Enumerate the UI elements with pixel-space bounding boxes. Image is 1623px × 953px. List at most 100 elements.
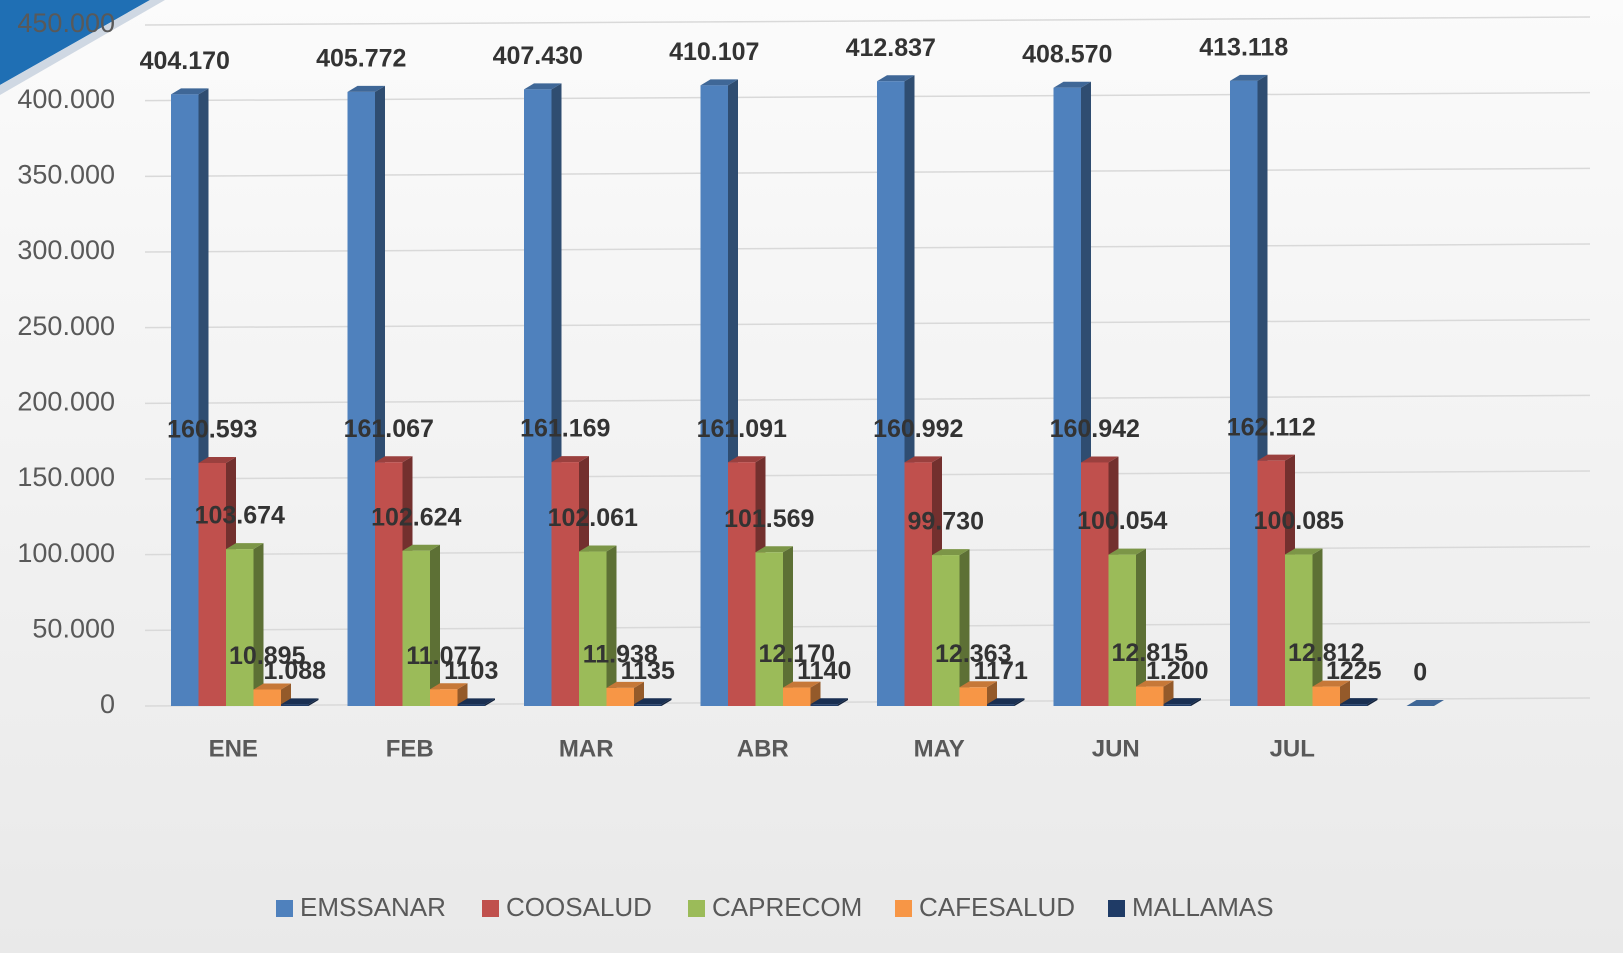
value-label: 413.118 (1199, 33, 1288, 61)
legend-label: COOSALUD (506, 892, 652, 922)
bar-top (375, 456, 413, 463)
bar (551, 462, 579, 706)
bar (171, 94, 199, 706)
value-label: 161.169 (520, 415, 610, 443)
value-label: 12.170 (759, 640, 835, 668)
bar (1257, 460, 1285, 706)
bar-top (1108, 548, 1146, 555)
value-label: 103.674 (195, 502, 285, 530)
bar-side (1163, 680, 1174, 706)
bar-top (1257, 454, 1295, 461)
bar-top (579, 545, 617, 552)
value-label: 160.992 (873, 415, 963, 443)
y-tick-label: 300.000 (17, 235, 115, 265)
bar-side (1136, 548, 1146, 706)
bar-top (877, 75, 915, 82)
bar (810, 704, 838, 706)
bar-top (904, 456, 942, 463)
bar (877, 81, 905, 707)
bar-top (606, 681, 644, 688)
bar-top (728, 456, 766, 463)
y-tick-label: 150.000 (17, 462, 115, 492)
x-tick-label: ABR (737, 735, 789, 762)
bar (457, 704, 485, 706)
bar-top (253, 683, 291, 690)
value-label: 161.091 (697, 415, 787, 443)
value-label: 407.430 (493, 42, 583, 70)
legend-swatch (1108, 900, 1125, 917)
value-label: 162.112 (1227, 413, 1316, 441)
bar-top (783, 681, 821, 688)
bar-top (810, 698, 848, 705)
bar (430, 689, 458, 706)
grid-line (144, 167, 1591, 178)
value-label: 0 (1413, 659, 1427, 687)
value-label: 160.942 (1050, 415, 1140, 443)
bar (728, 462, 756, 706)
bar (932, 555, 960, 706)
bar-top (959, 681, 997, 688)
bar (1230, 80, 1258, 706)
x-tick-label: ENE (209, 735, 258, 762)
bar-top (932, 549, 970, 556)
value-label: 1225 (1326, 657, 1382, 685)
value-label: 1140 (797, 657, 851, 685)
bar-side (959, 549, 970, 706)
bar (402, 550, 430, 706)
bar (281, 704, 309, 706)
value-label: 1.088 (263, 657, 326, 685)
bar-top (1136, 680, 1174, 687)
bar-side (783, 546, 793, 706)
bar (700, 85, 728, 707)
value-label: 12.363 (935, 640, 1011, 668)
bar-top (1285, 548, 1323, 555)
value-label: 99.730 (908, 508, 984, 536)
grid-line (144, 318, 1591, 329)
bar-top (1406, 700, 1444, 706)
bar (579, 551, 607, 706)
value-label: 1135 (621, 657, 675, 685)
y-tick-label: 200.000 (17, 386, 115, 416)
legend-swatch (276, 900, 293, 917)
bar-top (1081, 456, 1119, 463)
value-label: 1103 (444, 657, 498, 685)
value-label: 100.054 (1077, 507, 1167, 535)
bar-top (987, 698, 1025, 705)
value-label: 412.837 (846, 34, 936, 62)
bar-top (198, 456, 236, 463)
bar (375, 462, 403, 706)
bar-top (1230, 74, 1268, 81)
bar-side (253, 543, 264, 706)
bar (1081, 462, 1109, 706)
value-label: 160.593 (167, 416, 257, 444)
value-label: 405.772 (316, 45, 406, 73)
bar-side (606, 545, 617, 706)
value-label: 404.170 (140, 47, 230, 75)
bar-top (551, 456, 589, 463)
x-tick-label: JUL (1270, 735, 1315, 762)
legend-swatch (482, 900, 499, 917)
bar (1108, 554, 1136, 706)
bar-top (457, 698, 495, 705)
legend-label: MALLAMAS (1132, 892, 1274, 922)
bar (1340, 704, 1368, 706)
bar-top (402, 544, 440, 551)
grid-line (144, 394, 1591, 405)
x-tick-label: MAR (559, 735, 614, 762)
bar-side (485, 698, 495, 706)
value-label: 100.085 (1254, 507, 1344, 535)
bar (606, 687, 634, 706)
bar-top (430, 683, 468, 690)
value-label: 408.570 (1022, 40, 1112, 68)
value-label: 161.067 (344, 415, 434, 443)
bar (1163, 704, 1191, 706)
value-label: 1171 (974, 657, 1028, 685)
bar (783, 687, 811, 706)
value-label: 102.624 (371, 503, 461, 531)
x-tick-label: MAY (914, 735, 965, 762)
value-label: 10.895 (229, 642, 306, 670)
bar-side (308, 698, 319, 706)
legend-label: CAPRECOM (712, 892, 862, 922)
